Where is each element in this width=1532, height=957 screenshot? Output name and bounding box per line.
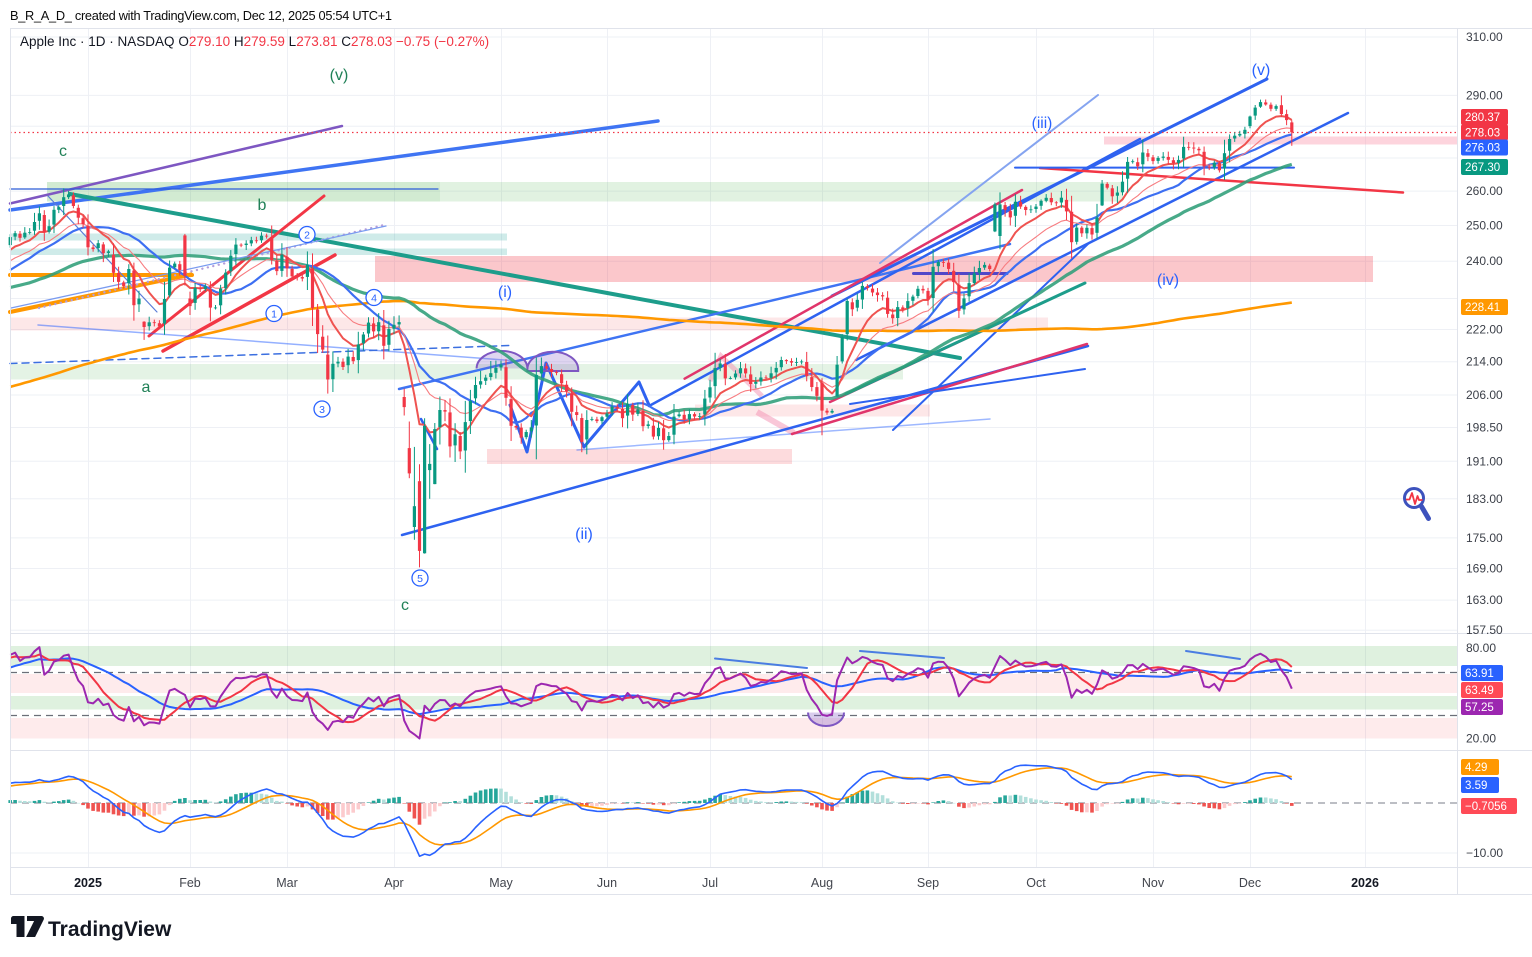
svg-text:1: 1 [271, 308, 277, 320]
svg-text:B_R_A_D_ created with TradingV: B_R_A_D_ created with TradingView.com, D… [10, 8, 392, 23]
svg-text:163.00: 163.00 [1466, 593, 1503, 607]
svg-text:4.29: 4.29 [1465, 762, 1487, 774]
svg-text:280.37: 280.37 [1465, 112, 1500, 124]
svg-text:Sep: Sep [917, 876, 939, 890]
svg-text:57.25: 57.25 [1465, 702, 1494, 714]
svg-text:222.00: 222.00 [1466, 323, 1503, 337]
svg-text:169.00: 169.00 [1466, 561, 1503, 575]
svg-text:Aug: Aug [811, 876, 833, 890]
svg-text:214.00: 214.00 [1466, 355, 1503, 369]
svg-text:191.00: 191.00 [1466, 454, 1503, 468]
svg-text:80.00: 80.00 [1466, 641, 1496, 655]
svg-text:c: c [59, 143, 67, 160]
svg-text:(ii): (ii) [575, 526, 593, 543]
svg-text:2026: 2026 [1351, 876, 1379, 890]
svg-text:276.03: 276.03 [1465, 143, 1500, 155]
svg-text:4: 4 [371, 292, 377, 304]
svg-text:267.30: 267.30 [1465, 162, 1500, 174]
svg-text:228.41: 228.41 [1465, 302, 1500, 314]
svg-text:157.50: 157.50 [1466, 623, 1503, 637]
svg-text:198.50: 198.50 [1466, 421, 1503, 435]
svg-text:−0.7056: −0.7056 [1465, 801, 1507, 813]
svg-text:c: c [401, 597, 409, 614]
svg-text:Oct: Oct [1026, 876, 1046, 890]
svg-text:(v): (v) [330, 67, 349, 84]
svg-text:250.00: 250.00 [1466, 218, 1503, 232]
svg-text:(i): (i) [498, 284, 512, 301]
svg-text:(iii): (iii) [1032, 115, 1053, 132]
svg-text:278.03: 278.03 [1465, 128, 1500, 140]
svg-text:5: 5 [417, 573, 423, 585]
svg-text:Apr: Apr [384, 876, 403, 890]
svg-text:(v): (v) [1252, 62, 1271, 79]
svg-text:2025: 2025 [74, 876, 102, 890]
svg-text:b: b [258, 197, 267, 214]
svg-text:(iv): (iv) [1157, 272, 1179, 289]
svg-text:175.00: 175.00 [1466, 531, 1503, 545]
svg-text:183.00: 183.00 [1466, 492, 1503, 506]
svg-text:240.00: 240.00 [1466, 254, 1503, 268]
svg-text:Jun: Jun [597, 876, 617, 890]
svg-text:20.00: 20.00 [1466, 732, 1496, 746]
svg-text:206.00: 206.00 [1466, 388, 1503, 402]
svg-text:Apple Inc · 1D · NASDAQ O279.1: Apple Inc · 1D · NASDAQ O279.10 H279.59 … [20, 34, 489, 49]
svg-text:Jul: Jul [702, 876, 718, 890]
svg-text:63.49: 63.49 [1465, 685, 1494, 697]
svg-text:Feb: Feb [179, 876, 201, 890]
svg-text:63.91: 63.91 [1465, 668, 1494, 680]
svg-text:Mar: Mar [276, 876, 298, 890]
svg-text:−10.00: −10.00 [1466, 846, 1503, 860]
svg-text:3.59: 3.59 [1465, 780, 1487, 792]
svg-text:290.00: 290.00 [1466, 88, 1503, 102]
svg-text:May: May [489, 876, 513, 890]
svg-text:310.00: 310.00 [1466, 30, 1503, 44]
svg-text:2: 2 [304, 229, 310, 241]
svg-text:TradingView: TradingView [48, 918, 172, 941]
svg-text:Nov: Nov [1142, 876, 1165, 890]
svg-text:260.00: 260.00 [1466, 184, 1503, 198]
svg-text:Dec: Dec [1239, 876, 1261, 890]
svg-text:3: 3 [319, 404, 325, 416]
svg-text:a: a [142, 379, 151, 396]
